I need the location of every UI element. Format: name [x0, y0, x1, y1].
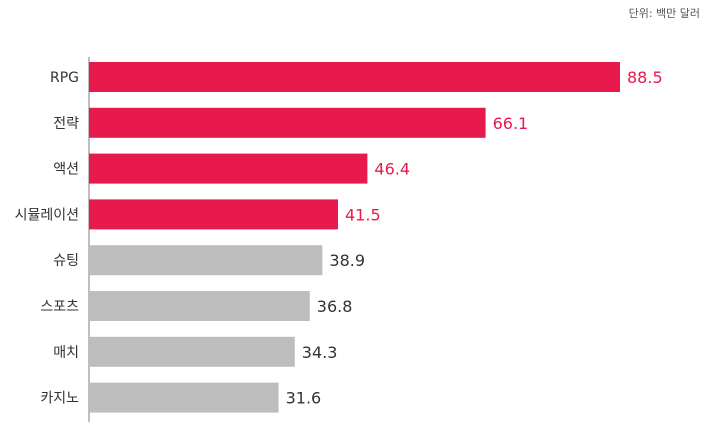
category-label: 전략 [53, 116, 79, 132]
bar-5 [89, 291, 310, 321]
bar-7 [89, 382, 279, 413]
value-label: 36.8 [317, 297, 353, 316]
category-label: 매치 [53, 345, 79, 361]
value-label: 38.9 [329, 251, 365, 270]
value-label: 88.5 [627, 68, 663, 87]
bar-4 [89, 245, 323, 276]
category-label: 스포츠 [40, 299, 79, 315]
category-label: 시뮬레이션 [15, 207, 79, 223]
value-label: 34.3 [302, 343, 338, 362]
value-label: 41.5 [345, 205, 381, 224]
bar-2 [89, 153, 368, 184]
category-label: RPG [50, 70, 79, 86]
bar-6 [89, 336, 295, 367]
category-label: 카지노 [40, 391, 79, 407]
bars-group: RPG 88.5 전략 66.1 액션 46.4 시뮬레이션 41.5 슈팅 38.9 스포츠 36.… [15, 62, 663, 413]
bar-3 [89, 199, 338, 230]
bar-0 [89, 62, 620, 92]
category-label: 액션 [53, 162, 79, 178]
category-label: 슈팅 [53, 253, 79, 269]
bar-1 [89, 107, 486, 138]
value-label: 46.4 [374, 160, 410, 179]
value-label: 31.6 [286, 389, 322, 408]
unit-label: 단위: 백만 달러 [629, 7, 700, 20]
value-label: 66.1 [493, 114, 529, 133]
